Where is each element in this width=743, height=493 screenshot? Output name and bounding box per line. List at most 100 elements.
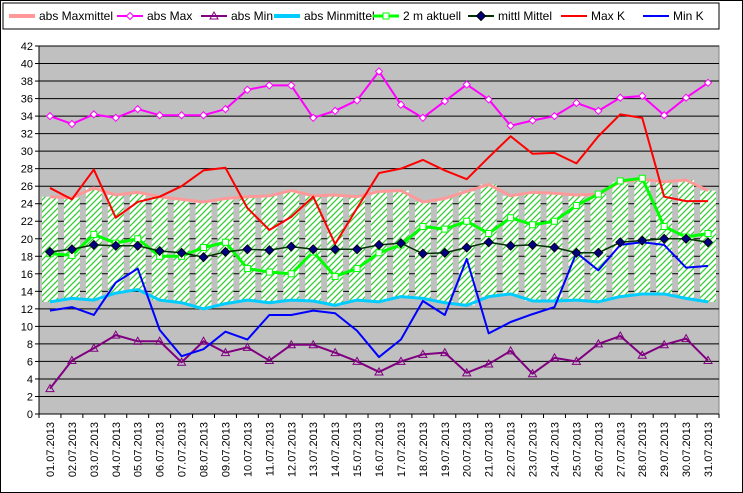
- data-point: [220, 246, 231, 257]
- data-point: [418, 349, 428, 358]
- series-line: [49, 113, 709, 246]
- data-point: [111, 113, 120, 123]
- data-point: [529, 221, 537, 229]
- data-point: [659, 111, 669, 120]
- y-tick-label: 24: [21, 199, 33, 211]
- x-tick-label: 27.07.2013: [615, 422, 627, 477]
- data-point: [505, 345, 516, 355]
- data-point: [133, 104, 142, 114]
- x-tick-label: 09.07.2013: [220, 422, 232, 477]
- y-tick-label: 2: [27, 391, 33, 403]
- data-point: [506, 121, 515, 130]
- data-point: [154, 245, 165, 257]
- data-point: [45, 111, 55, 121]
- data-point: [594, 106, 603, 116]
- x-tick-label: 13.07.2013: [308, 422, 320, 477]
- legend-label: abs Max: [147, 9, 192, 23]
- data-point: [637, 235, 648, 246]
- data-point: [242, 342, 253, 351]
- x-tick-label: 08.07.2013: [199, 422, 211, 477]
- data-point: [243, 85, 252, 95]
- data-point: [461, 367, 472, 377]
- y-tick-label: 8: [27, 339, 33, 351]
- data-point: [89, 110, 99, 119]
- data-point: [483, 237, 494, 248]
- mean-band-bar: [568, 194, 585, 301]
- legend-label: 2 m aktuell: [403, 9, 461, 23]
- data-point: [507, 214, 515, 222]
- data-point: [243, 265, 251, 273]
- x-tick-label: 05.07.2013: [133, 422, 145, 477]
- data-point: [702, 237, 714, 248]
- y-tick-label: 20: [21, 234, 33, 246]
- x-tick-label: 26.07.2013: [593, 422, 605, 477]
- data-point: [681, 333, 691, 343]
- y-tick-label: 34: [21, 111, 33, 123]
- series-line: [49, 288, 709, 311]
- data-point: [703, 78, 713, 88]
- y-tick-label: 4: [27, 374, 33, 386]
- data-point: [571, 356, 582, 365]
- legend-label: mittl Mittel: [498, 9, 552, 23]
- data-point: [461, 242, 472, 253]
- data-point: [638, 91, 647, 101]
- data-point: [505, 240, 516, 251]
- data-point: [463, 217, 471, 225]
- x-tick-label: 06.07.2013: [155, 422, 167, 477]
- data-point: [330, 244, 341, 255]
- data-point: [440, 96, 450, 106]
- data-point: [67, 355, 77, 365]
- data-point: [550, 217, 558, 225]
- data-point: [593, 338, 604, 348]
- y-tick-label: 6: [27, 356, 33, 368]
- y-tick-label: 26: [21, 181, 33, 193]
- y-tick-label: 12: [21, 304, 33, 316]
- y-tick-label: 28: [21, 164, 33, 176]
- data-point: [265, 268, 273, 276]
- data-point: [439, 247, 450, 258]
- data-point: [441, 225, 449, 233]
- data-point: [66, 244, 77, 255]
- data-point: [572, 98, 581, 108]
- x-tick-label: 11.07.2013: [264, 422, 276, 476]
- legend-marker: [382, 12, 390, 20]
- x-tick-label: 30.07.2013: [681, 422, 693, 477]
- legend-marker: [209, 10, 219, 20]
- data-point: [308, 244, 319, 255]
- x-tick-label: 01.07.2013: [45, 422, 57, 477]
- legend-marker: [125, 11, 135, 21]
- y-tick-label: 40: [21, 59, 33, 71]
- data-point: [659, 339, 670, 349]
- y-tick-label: 38: [21, 76, 33, 88]
- data-point: [287, 270, 295, 278]
- data-point: [396, 356, 406, 365]
- data-point: [264, 355, 275, 365]
- data-point: [221, 238, 229, 246]
- data-point: [419, 222, 427, 230]
- x-tick-label: 17.07.2013: [396, 422, 408, 477]
- data-point: [88, 343, 99, 352]
- x-tick-label: 03.07.2013: [89, 422, 101, 477]
- x-tick-label: 10.07.2013: [242, 422, 254, 477]
- data-point: [352, 96, 362, 105]
- x-tick-label: 23.07.2013: [528, 422, 540, 477]
- x-tick-label: 25.07.2013: [571, 422, 583, 477]
- data-point: [704, 230, 712, 238]
- legend-label: abs Min: [231, 9, 273, 23]
- data-point: [395, 238, 407, 249]
- data-point: [527, 368, 538, 378]
- data-point: [44, 246, 56, 257]
- y-tick-label: 32: [21, 129, 33, 141]
- y-tick-label: 10: [21, 321, 33, 333]
- legend: abs Maxmittel abs Max abs Min abs Minmittel…: [2, 2, 720, 30]
- y-tick-label: 16: [21, 269, 33, 281]
- legend-label: Min K: [673, 9, 704, 23]
- data-point: [637, 350, 648, 359]
- x-tick-label: 31.07.2013: [703, 422, 715, 477]
- y-tick-label: 14: [21, 286, 33, 298]
- data-point: [154, 336, 165, 345]
- x-tick-label: 18.07.2013: [418, 422, 430, 477]
- data-point: [330, 106, 340, 116]
- data-point: [483, 359, 494, 368]
